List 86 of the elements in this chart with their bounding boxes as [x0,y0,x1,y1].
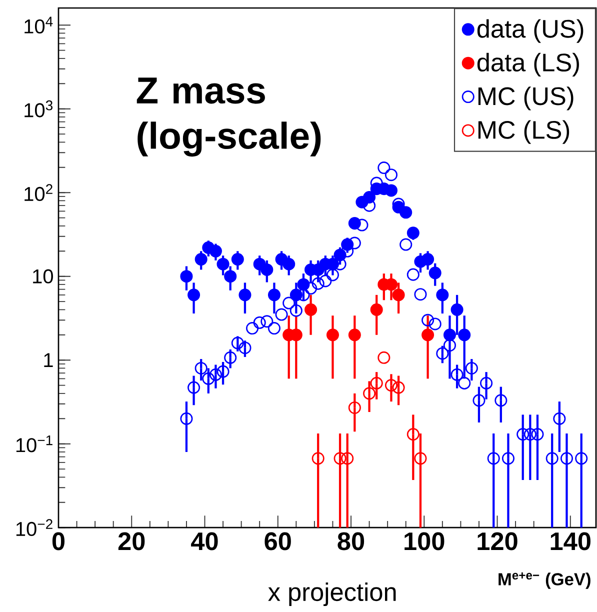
point [202,372,215,385]
point [304,282,318,295]
point [180,412,193,425]
point [246,322,259,335]
point [422,252,434,266]
point [188,381,200,394]
x-axis-title: M$^{e+e−}$ (GeV) [498,572,590,589]
legend-label: data (LS) [477,52,579,77]
point [370,303,383,316]
point [209,244,222,258]
point [436,288,449,302]
y-tick-label: 10$^{4}$ [24,16,53,34]
y-tick-label: 10$^{−2}$ [16,519,52,536]
point [304,303,318,316]
point [319,274,332,288]
point [282,296,296,310]
point [260,315,274,328]
point [312,452,324,465]
point [363,387,376,400]
point [268,322,280,335]
point [428,318,442,330]
point [502,452,515,465]
legend-label: MC (US) [478,86,574,110]
y-tick-label: 10$^{3}$ [24,100,53,118]
point [238,288,252,302]
x-tick-label: 80 [338,532,364,550]
point [392,381,405,394]
point [326,328,339,342]
y-tick-label: 10$^{−1}$ [16,435,52,452]
point [268,288,280,302]
x-tick-label: 120 [478,532,518,550]
point [443,328,456,342]
x-tick-label: 20 [118,532,145,550]
point [480,376,493,390]
y-tick-label: 10 [33,269,53,284]
point [180,270,193,283]
point [422,328,434,342]
point [546,452,558,465]
point [400,238,412,251]
point [378,161,390,174]
point [275,308,288,321]
y-tick-label: 1 [44,353,53,367]
x-tick-label: 40 [191,532,218,550]
point [370,376,383,390]
point [414,288,427,301]
point [531,428,544,441]
point [392,288,405,302]
point [458,328,471,342]
point [560,452,574,465]
point [348,328,361,342]
point [231,336,244,350]
x-tick-label: 140 [550,532,590,550]
legend-label: MC (LS) [478,120,570,144]
point [384,168,398,182]
point [341,452,354,465]
point [312,277,324,290]
legend-label: data (US) [477,19,584,43]
point [406,226,420,240]
point [575,452,588,465]
x-tick-label: 60 [264,532,291,550]
x-tick-label: 0 [52,532,64,550]
point [356,218,368,232]
point [487,452,500,465]
annotation: Z mass (log-scale) [136,78,321,157]
point [231,252,244,266]
point [378,351,390,364]
point [436,347,449,360]
point [428,266,442,280]
point [188,288,200,302]
point [348,401,361,414]
point [326,268,339,282]
text: x projection [268,582,396,606]
point [400,206,412,219]
point [253,316,266,329]
point [194,252,208,266]
point [494,394,508,407]
x-tick-label: 100 [404,532,444,550]
point [224,270,237,283]
point [553,412,566,425]
point [290,304,302,317]
point [465,362,478,374]
y-tick-label: 10$^{2}$ [24,184,52,202]
point [450,368,464,381]
point [450,303,464,316]
point [422,314,434,326]
point [414,452,427,465]
